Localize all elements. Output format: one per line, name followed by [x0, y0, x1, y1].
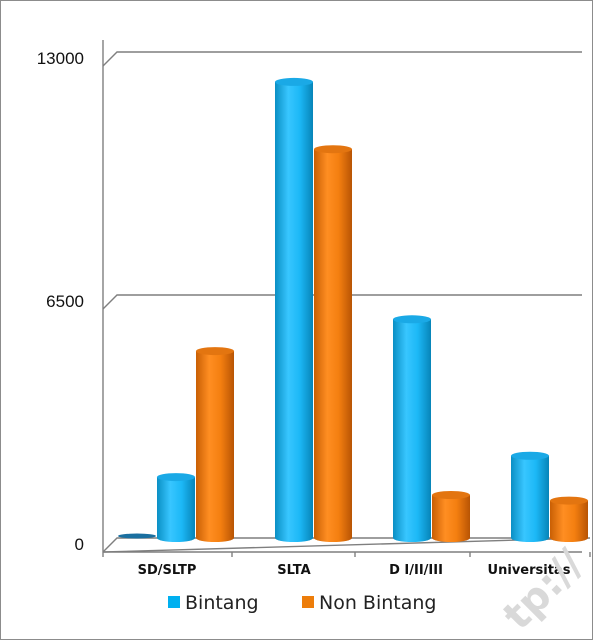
- bar-bintang: [275, 77, 313, 542]
- y-tick-label: 13000: [37, 49, 84, 68]
- y-tick-labels: 0 6500 13000: [37, 49, 84, 554]
- legend-label-non-bintang: Non Bintang: [319, 592, 436, 614]
- gridline: [102, 294, 582, 310]
- bar-bintang: [118, 533, 156, 539]
- x-axis: [102, 537, 591, 553]
- legend-label-bintang: Bintang: [185, 592, 259, 614]
- bar-bintang: [393, 315, 431, 542]
- axes: [102, 40, 591, 557]
- bar-non-bintang: [432, 491, 470, 542]
- bar-non-bintang: [196, 347, 234, 542]
- bar-bintang: [157, 473, 195, 542]
- bar-non-bintang: [314, 145, 352, 542]
- gridline: [102, 51, 582, 67]
- watermark: tp://: [495, 541, 593, 640]
- legend-swatch-bintang: [168, 596, 180, 608]
- y-tick-label: 6500: [46, 292, 84, 311]
- x-tick-label: D I/II/III: [389, 563, 443, 578]
- y-tick-label: 0: [75, 535, 84, 554]
- legend-swatch-non-bintang: [302, 596, 314, 608]
- bar-bintang: [511, 451, 549, 542]
- x-tick-labels: SD/SLTP SLTA D I/II/III Universitas: [138, 563, 571, 578]
- x-tick-label: SD/SLTP: [138, 563, 197, 578]
- bars: [118, 77, 588, 542]
- legend: Bintang Non Bintang: [168, 592, 436, 614]
- bar-non-bintang: [550, 496, 588, 542]
- x-tick-label: SLTA: [277, 563, 310, 578]
- x-tick-label: Universitas: [488, 563, 571, 578]
